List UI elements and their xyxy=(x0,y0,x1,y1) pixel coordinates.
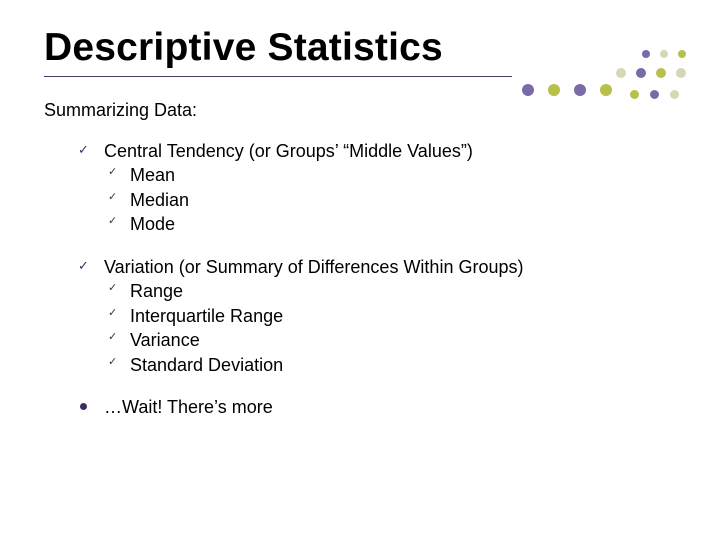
decor-dot xyxy=(600,84,612,96)
list-item: Variation (or Summary of Differences Wit… xyxy=(78,256,676,377)
sub-list-item-label: Range xyxy=(130,281,183,301)
list-item-label: Variation (or Summary of Differences Wit… xyxy=(104,257,523,277)
decor-dot xyxy=(676,68,686,78)
bullet-list: Central Tendency (or Groups’ “Middle Val… xyxy=(78,140,676,419)
sub-list-item: Range xyxy=(106,280,676,303)
sub-list-item-label: Standard Deviation xyxy=(130,355,283,375)
section-label: Summarizing Data: xyxy=(44,99,676,122)
decor-dot xyxy=(522,84,534,96)
page-title: Descriptive Statistics xyxy=(44,26,676,70)
sub-list-item: Standard Deviation xyxy=(106,354,676,377)
list-item: …Wait! There’s more xyxy=(78,396,676,419)
sub-list-item: Interquartile Range xyxy=(106,305,676,328)
decor-dot xyxy=(574,84,586,96)
title-block: Descriptive Statistics xyxy=(44,26,676,77)
list-item-label: …Wait! There’s more xyxy=(104,397,273,417)
title-underline xyxy=(44,76,512,77)
sub-list-item-label: Median xyxy=(130,190,189,210)
sub-list-item: Variance xyxy=(106,329,676,352)
decor-dot xyxy=(650,90,659,99)
sub-list-item: Mode xyxy=(106,213,676,236)
slide: Descriptive Statistics Summarizing Data:… xyxy=(0,0,720,540)
sub-list-item-label: Variance xyxy=(130,330,200,350)
sub-list-item: Median xyxy=(106,189,676,212)
decor-dot xyxy=(678,50,686,58)
sub-list-item: Mean xyxy=(106,164,676,187)
list-item: Central Tendency (or Groups’ “Middle Val… xyxy=(78,140,676,236)
list-item-label: Central Tendency (or Groups’ “Middle Val… xyxy=(104,141,473,161)
body: Summarizing Data: Central Tendency (or G… xyxy=(44,99,676,419)
sub-list: Mean Median Mode xyxy=(106,164,676,236)
sub-list-item-label: Mode xyxy=(130,214,175,234)
sub-list-item-label: Mean xyxy=(130,165,175,185)
sub-list: Range Interquartile Range Variance Standard… xyxy=(106,280,676,376)
decor-dot xyxy=(670,90,679,99)
decor-dot xyxy=(548,84,560,96)
decor-dot xyxy=(630,90,639,99)
sub-list-item-label: Interquartile Range xyxy=(130,306,283,326)
